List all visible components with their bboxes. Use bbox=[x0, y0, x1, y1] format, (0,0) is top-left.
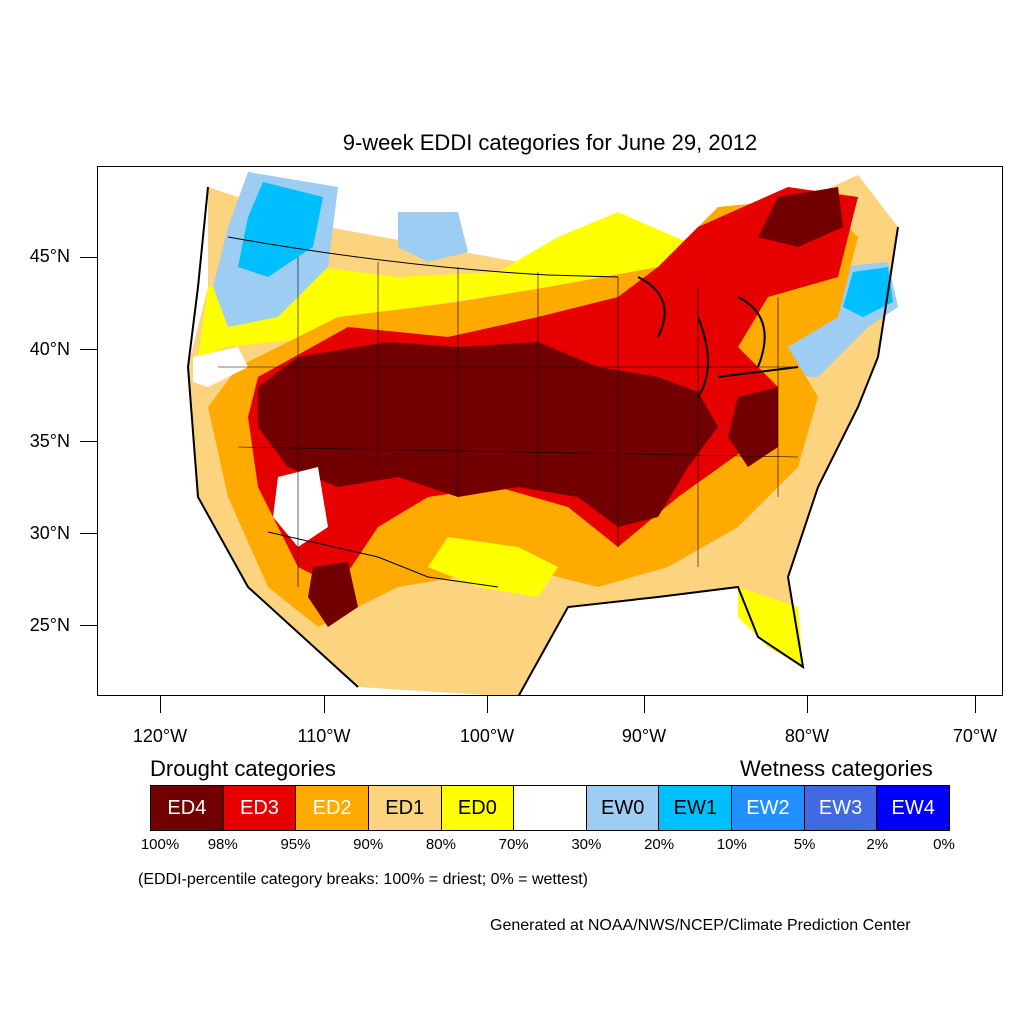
lat-tick bbox=[80, 349, 97, 350]
region-ew-idaho bbox=[398, 212, 468, 262]
lat-tick bbox=[80, 441, 97, 442]
eddi-map bbox=[186, 172, 899, 695]
region-ed4-core bbox=[258, 342, 718, 527]
percentile-label: 30% bbox=[571, 836, 602, 853]
us-canada-border bbox=[227, 236, 619, 278]
category-note: (EDDI-percentile category breaks: 100% =… bbox=[138, 871, 588, 888]
region-ed0-north bbox=[198, 212, 698, 357]
percentile-label: 98% bbox=[207, 836, 238, 853]
percentile-label: 95% bbox=[280, 836, 311, 853]
percentile-label: 0% bbox=[933, 836, 955, 853]
legend-box-ew1: EW1 bbox=[659, 786, 733, 830]
region-ew1-northwest bbox=[238, 182, 323, 277]
map-title: 9-week EDDI categories for June 29, 2012 bbox=[342, 130, 758, 155]
map-regions bbox=[188, 172, 898, 695]
region-ed4-mexico bbox=[308, 562, 358, 627]
region-ed0-florida bbox=[738, 587, 803, 667]
lon-label-110w: 110°W bbox=[297, 726, 351, 746]
lat-label-40: 40°N bbox=[29, 339, 70, 359]
wetness-heading: Wetness categories bbox=[740, 756, 933, 781]
lon-tick bbox=[160, 696, 161, 713]
percentile-label: 2% bbox=[866, 836, 889, 853]
percentile-label: 90% bbox=[353, 836, 384, 853]
great-lakes bbox=[637, 276, 799, 398]
lon-tick bbox=[807, 696, 808, 713]
lon-tick bbox=[975, 696, 976, 713]
lon-label-120w: 120°W bbox=[132, 726, 188, 746]
legend-box-ed2: ED2 bbox=[296, 786, 369, 830]
legend-box-neutral bbox=[514, 786, 587, 830]
credit-line: Generated at NOAA/NWS/NCEP/Climate Predi… bbox=[490, 917, 911, 934]
legend-box-ew2: EW2 bbox=[732, 786, 805, 830]
map-borders bbox=[186, 186, 899, 695]
legend-bar: ED4 ED3 ED2 ED1 ED0 EW0 EW1 EW2 EW3 EW4 bbox=[150, 785, 950, 831]
legend-box-ew4: EW4 bbox=[877, 786, 950, 830]
coastline bbox=[186, 186, 899, 695]
map-frame bbox=[97, 166, 1003, 696]
lat-label-45: 45°N bbox=[29, 246, 70, 266]
lon-label-100w: 100°W bbox=[459, 726, 515, 746]
percentile-label: 5% bbox=[793, 836, 816, 853]
percentile-label: 70% bbox=[498, 836, 529, 853]
lon-label-90w: 90°W bbox=[621, 726, 667, 746]
lat-label-25: 25°N bbox=[29, 615, 70, 635]
percentile-label: 10% bbox=[716, 836, 747, 853]
region-ed4-appalachian bbox=[728, 387, 778, 467]
region-white-southwest bbox=[273, 467, 328, 547]
lon-tick bbox=[644, 696, 645, 713]
lat-tick bbox=[80, 625, 97, 626]
lat-tick bbox=[80, 533, 97, 534]
percentile-label: 100% bbox=[140, 836, 180, 853]
lon-tick bbox=[324, 696, 325, 713]
lon-tick bbox=[487, 696, 488, 713]
region-ed0-texas bbox=[428, 537, 558, 597]
legend-box-ed4: ED4 bbox=[151, 786, 224, 830]
lon-label-80w: 80°W bbox=[784, 726, 830, 746]
state-lines bbox=[218, 257, 799, 587]
legend-box-ed1: ED1 bbox=[368, 786, 442, 830]
lon-label-70w: 70°W bbox=[952, 726, 998, 746]
legend-box-ew3: EW3 bbox=[804, 786, 878, 830]
lat-tick bbox=[80, 257, 97, 258]
region-ew-newengland bbox=[843, 267, 893, 317]
lat-label-30: 30°N bbox=[29, 523, 70, 543]
drought-heading: Drought categories bbox=[150, 756, 336, 781]
region-ed4-northeast bbox=[758, 187, 843, 247]
legend-box-ed0: ED0 bbox=[441, 786, 515, 830]
percentile-label: 80% bbox=[425, 836, 456, 853]
legend-box-ed3: ED3 bbox=[223, 786, 297, 830]
us-mexico-border bbox=[267, 531, 499, 588]
legend-box-ew0: EW0 bbox=[586, 786, 660, 830]
lat-label-35: 35°N bbox=[29, 431, 70, 451]
percentile-label: 20% bbox=[644, 836, 675, 853]
